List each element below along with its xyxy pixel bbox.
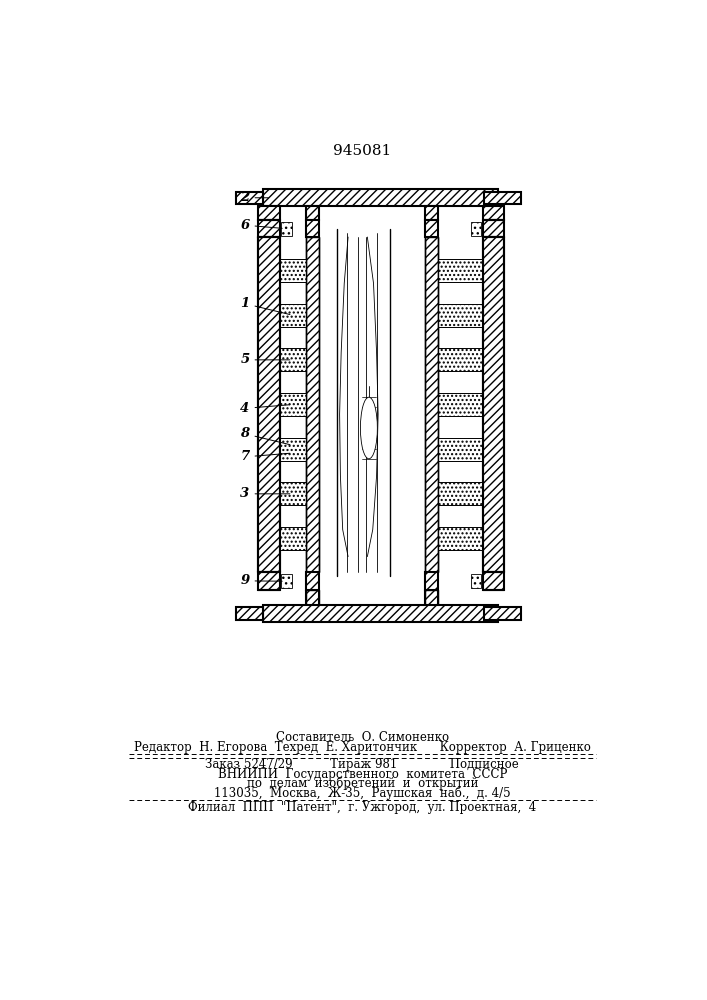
Bar [279,259,305,282]
Bar [425,572,438,590]
Bar [484,607,521,620]
Text: Составитель  О. Симоненко: Составитель О. Симоненко [276,731,449,744]
Bar [305,572,319,590]
Bar [425,206,438,220]
Text: 2: 2 [240,191,269,204]
Bar [258,206,279,220]
Text: ВНИИПИ  Государственного  комитета  СССР: ВНИИПИ Государственного комитета СССР [218,768,507,781]
Bar [483,572,504,590]
Bar [236,192,264,204]
Text: 4: 4 [240,402,290,415]
Bar [425,237,438,572]
Text: 113035,  Москва,  Ж-35,  Раушская  наб.,  д. 4/5: 113035, Москва, Ж-35, Раушская наб., д. … [214,786,510,800]
Text: 945081: 945081 [333,144,391,158]
Bar [483,237,504,572]
Text: 5: 5 [240,353,290,366]
Text: 7: 7 [240,450,290,463]
Ellipse shape [361,397,378,459]
Text: Филиал  ППП  "Патент",  г. Ужгород,  ул. Проектная,  4: Филиал ППП "Патент", г. Ужгород, ул. Про… [188,801,537,814]
Bar [279,393,305,416]
Bar [264,605,498,622]
Bar [279,304,305,327]
Bar [438,393,483,416]
Bar [258,237,279,572]
Bar [438,259,483,282]
Bar [305,220,319,237]
Bar [279,348,305,371]
Bar [438,304,483,327]
Bar [425,590,438,605]
Text: по  делам  изобретений  и  открытий: по делам изобретений и открытий [247,777,478,790]
Bar [483,220,504,237]
Bar [471,574,481,588]
Text: Редактор  Н. Егорова  Техред  Е. Харитончик      Корректор  А. Гриценко: Редактор Н. Егорова Техред Е. Харитончик… [134,741,591,754]
Bar [281,222,292,235]
Bar [305,590,319,605]
Bar [425,220,438,237]
Bar [236,607,264,620]
Bar [471,222,481,235]
Bar [438,438,483,461]
Text: 9: 9 [240,574,282,587]
Bar [279,527,305,550]
Bar [258,220,279,237]
Text: 3: 3 [240,487,290,500]
Bar [438,482,483,505]
Bar [258,572,279,590]
Bar [281,574,292,588]
Bar [484,192,521,204]
Bar [438,348,483,371]
Bar [483,206,504,220]
Text: Заказ 5247/29          Тираж 981              Подписное: Заказ 5247/29 Тираж 981 Подписное [206,758,519,771]
Bar [279,482,305,505]
Bar [279,438,305,461]
Bar [438,527,483,550]
Text: 8: 8 [240,427,290,445]
Text: 1: 1 [240,297,290,315]
Bar [264,189,498,206]
Text: 6: 6 [240,219,282,232]
Bar [305,237,319,572]
Bar [305,206,319,220]
